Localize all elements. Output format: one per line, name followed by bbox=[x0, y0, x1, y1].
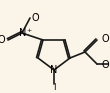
Text: O: O bbox=[0, 35, 5, 45]
Text: O: O bbox=[101, 60, 109, 70]
Text: N: N bbox=[50, 65, 58, 75]
Text: O: O bbox=[101, 34, 109, 44]
Text: I: I bbox=[53, 84, 55, 93]
Text: +: + bbox=[26, 28, 31, 32]
Text: O: O bbox=[31, 13, 39, 23]
Text: -: - bbox=[36, 12, 38, 17]
Text: N: N bbox=[19, 28, 27, 38]
